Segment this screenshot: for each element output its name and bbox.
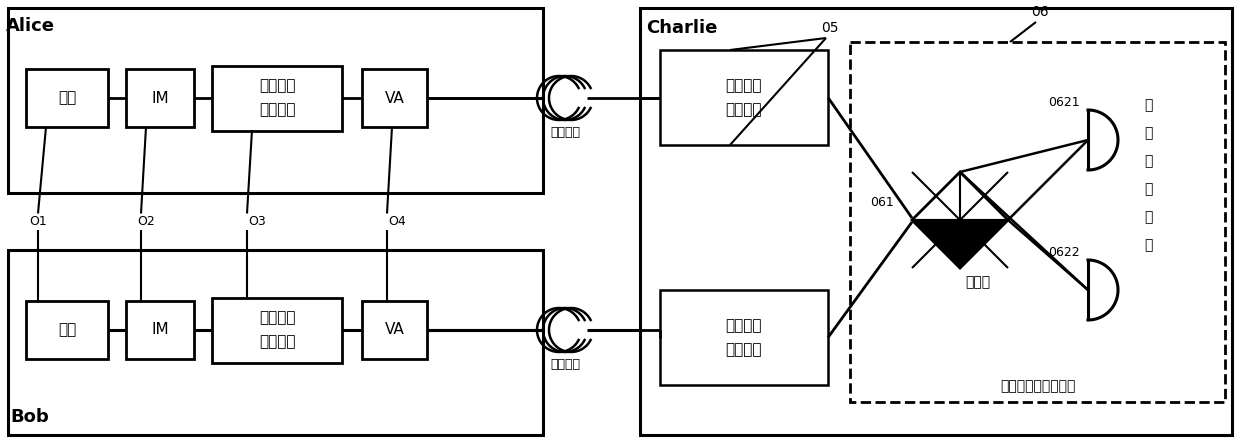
Text: 单: 单	[1143, 98, 1152, 112]
Text: 补偿装置: 补偿装置	[725, 102, 763, 117]
Text: O1: O1	[29, 215, 47, 228]
Polygon shape	[911, 220, 1008, 268]
Bar	[26, 301, 108, 359]
Text: 制备装置: 制备装置	[259, 334, 295, 350]
Bar	[7, 8, 543, 193]
Bar	[362, 301, 427, 359]
Text: IM: IM	[151, 323, 169, 338]
Text: 测: 测	[1143, 210, 1152, 224]
Polygon shape	[1087, 110, 1118, 170]
Bar	[7, 250, 543, 435]
Text: O4: O4	[388, 215, 405, 228]
Text: 光量子态: 光量子态	[259, 311, 295, 326]
Text: O3: O3	[248, 215, 265, 228]
Text: 制备装置: 制备装置	[259, 102, 295, 117]
Text: Bob: Bob	[11, 408, 50, 426]
Text: 子: 子	[1143, 154, 1152, 168]
Bar	[362, 69, 427, 127]
Bar	[212, 66, 342, 131]
Bar	[660, 290, 828, 385]
Text: 0622: 0622	[1048, 245, 1080, 259]
Bar	[849, 42, 1225, 402]
Bar	[126, 69, 193, 127]
Text: 补偿装置: 补偿装置	[725, 342, 763, 357]
Text: VA: VA	[384, 90, 404, 105]
Bar	[640, 8, 1233, 435]
Text: Alice: Alice	[5, 17, 55, 35]
Polygon shape	[911, 172, 1008, 268]
Text: 光源: 光源	[58, 323, 76, 338]
Bar	[212, 298, 342, 363]
Text: Charlie: Charlie	[646, 19, 718, 37]
Text: 光: 光	[1143, 126, 1152, 140]
Text: 06: 06	[1032, 5, 1049, 19]
Text: 05: 05	[821, 21, 838, 35]
Text: 光纤信道: 光纤信道	[551, 358, 580, 370]
Text: O2: O2	[138, 215, 155, 228]
Text: 光量子态: 光量子态	[259, 78, 295, 93]
Bar	[660, 50, 828, 145]
Text: 0621: 0621	[1048, 96, 1080, 109]
Text: 探: 探	[1143, 182, 1152, 196]
Text: 光纤信道: 光纤信道	[551, 125, 580, 139]
Bar	[26, 69, 108, 127]
Polygon shape	[1087, 260, 1118, 320]
Text: VA: VA	[384, 323, 404, 338]
Text: 061: 061	[870, 195, 894, 209]
Text: 器: 器	[1143, 238, 1152, 252]
Text: IM: IM	[151, 90, 169, 105]
Text: 光源: 光源	[58, 90, 76, 105]
Text: 贝尔态投影测量装置: 贝尔态投影测量装置	[999, 379, 1075, 393]
Bar	[126, 301, 193, 359]
Text: 分束器: 分束器	[966, 275, 991, 289]
Text: 偏振校准: 偏振校准	[725, 318, 763, 333]
Text: 偏振校准: 偏振校准	[725, 78, 763, 93]
